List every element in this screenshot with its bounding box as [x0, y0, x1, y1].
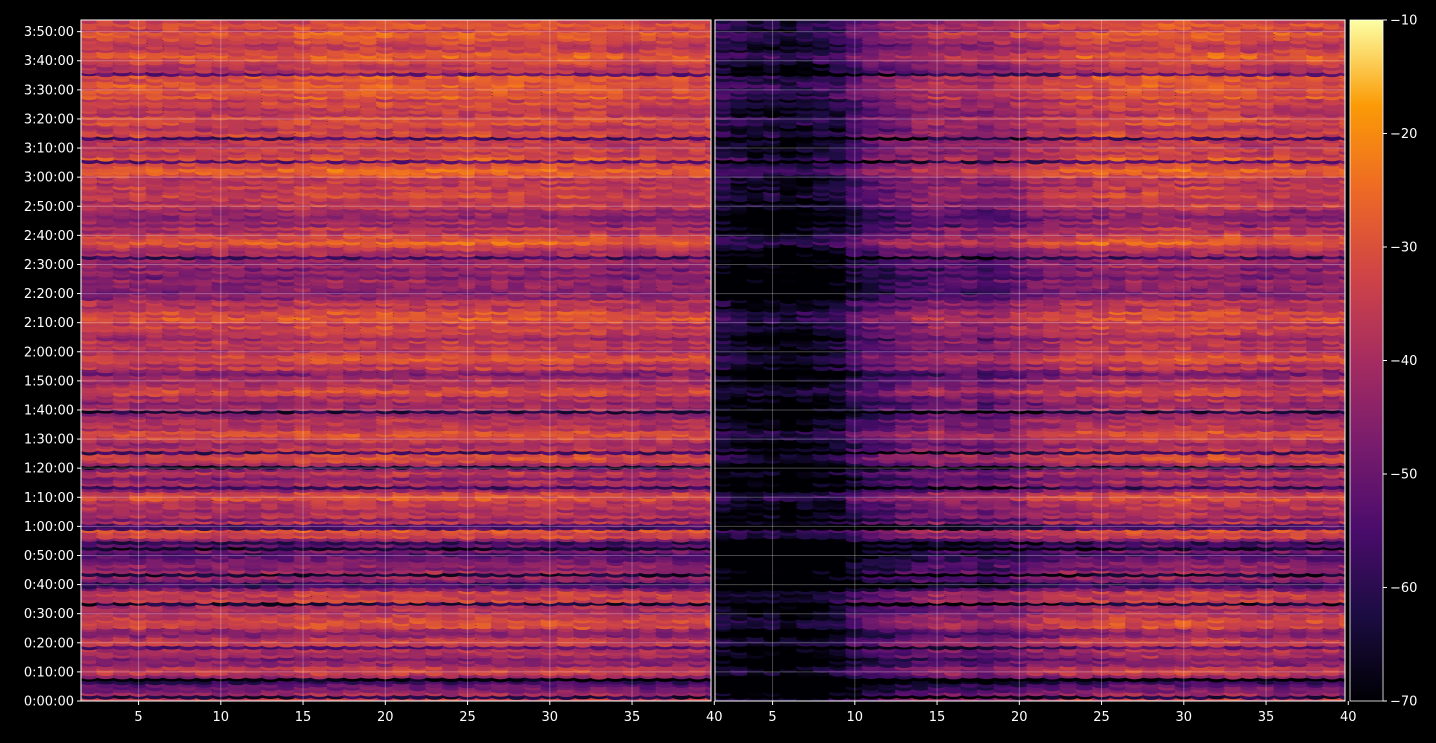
heatmap-cell-left: [81, 392, 83, 396]
heatmap-cell-left: [81, 448, 83, 451]
heatmap-cell-left: [81, 485, 83, 489]
heatmap-cell-left: [81, 541, 83, 544]
heatmap-cell-left: [81, 514, 83, 518]
heatmap-cell-left: [81, 453, 83, 457]
heatmap-cell-left: [81, 450, 83, 454]
heatmap-cell-left: [81, 596, 83, 600]
heatmap-cell-left: [81, 479, 83, 483]
left-heatmap-cells: [81, 20, 711, 701]
heatmap-cell-left: [81, 337, 83, 340]
heatmap-cell-left: [81, 421, 83, 425]
heatmap-cell-left: [81, 339, 83, 344]
heatmap-cell-left: [81, 424, 83, 428]
heatmap-cell-left: [81, 569, 83, 574]
heatmap-cell-left: [81, 572, 83, 577]
heatmap-cell-left: [81, 686, 83, 690]
heatmap-cell-left: [81, 398, 83, 402]
heatmap-cell-left: [81, 366, 83, 369]
heatmap-cell-left: [81, 509, 83, 512]
heatmap-cell-left: [81, 689, 83, 693]
heatmap-cell-left: [81, 628, 83, 631]
heatmap-cell-left: [81, 654, 83, 658]
heatmap-cell-left: [81, 363, 83, 367]
heatmap-cell-left: [81, 602, 83, 605]
heatmap-cell-left: [81, 456, 83, 460]
heatmap-cell-left: [81, 631, 83, 634]
heatmap-cell-left: [81, 683, 83, 687]
heatmap-cell-left: [81, 543, 83, 547]
heatmap-cell-left: [81, 482, 83, 486]
heatmap-cell-left: [81, 599, 83, 602]
heatmap-cell-left: [81, 369, 83, 373]
heatmap-cell-left: [81, 511, 83, 515]
heatmap-cell-left: [81, 657, 83, 661]
heatmap-cell-left: [81, 625, 83, 628]
left-heatmap-panel: [81, 20, 711, 702]
heatmap-cell-left: [81, 395, 83, 399]
heatmap-cell-left: [81, 660, 83, 664]
heatmap-cell-left: [81, 537, 83, 542]
heatmap-cell-left: [81, 427, 83, 431]
heatmap-cell-left: [81, 567, 83, 570]
